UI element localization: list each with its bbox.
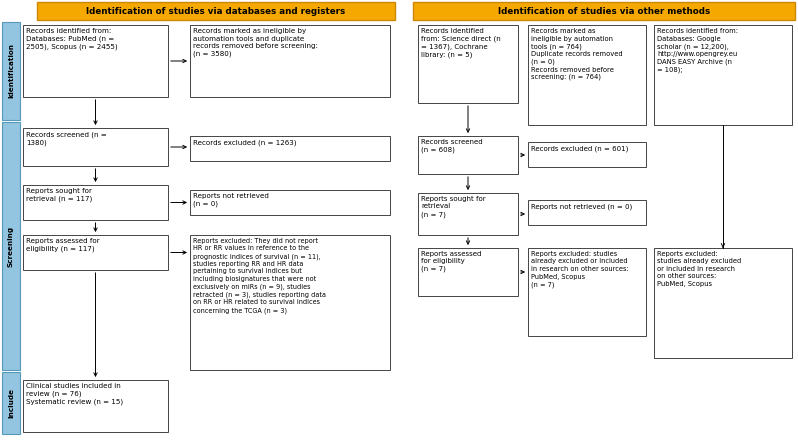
Text: Records identified from:
Databases: PubMed (n =
2505), Scopus (n = 2455): Records identified from: Databases: PubM… (26, 28, 117, 50)
FancyBboxPatch shape (418, 193, 518, 235)
FancyBboxPatch shape (2, 122, 20, 370)
FancyBboxPatch shape (23, 380, 168, 432)
FancyBboxPatch shape (418, 248, 518, 296)
Text: Records excluded (n = 601): Records excluded (n = 601) (531, 145, 628, 152)
FancyBboxPatch shape (528, 200, 646, 225)
FancyBboxPatch shape (528, 248, 646, 336)
Text: Include: Include (8, 388, 14, 418)
FancyBboxPatch shape (528, 25, 646, 125)
FancyBboxPatch shape (23, 128, 168, 166)
Text: Screening: Screening (8, 225, 14, 267)
Text: Records marked as
ineligible by automation
tools (n = 764)
Duplicate records rem: Records marked as ineligible by automati… (531, 28, 622, 80)
Text: Clinical studies included in
review (n = 76)
Systematic review (n = 15): Clinical studies included in review (n =… (26, 383, 123, 405)
Text: Reports excluded:
studies already excluded
or included in research
on other sour: Reports excluded: studies already exclud… (657, 251, 741, 287)
FancyBboxPatch shape (23, 25, 168, 97)
FancyBboxPatch shape (190, 190, 390, 215)
Text: Reports sought for
retrieval (n = 117): Reports sought for retrieval (n = 117) (26, 188, 93, 202)
FancyBboxPatch shape (190, 25, 390, 97)
Text: Reports sought for
retrieval
(n = 7): Reports sought for retrieval (n = 7) (421, 196, 486, 217)
Text: Reports not retrieved
(n = 0): Reports not retrieved (n = 0) (193, 193, 269, 207)
Text: Reports assessed
for eligibility
(n = 7): Reports assessed for eligibility (n = 7) (421, 251, 481, 273)
FancyBboxPatch shape (23, 235, 168, 270)
FancyBboxPatch shape (413, 2, 795, 20)
FancyBboxPatch shape (23, 185, 168, 220)
Text: Records screened
(n = 608): Records screened (n = 608) (421, 139, 483, 153)
FancyBboxPatch shape (528, 142, 646, 167)
FancyBboxPatch shape (418, 136, 518, 174)
FancyBboxPatch shape (2, 22, 20, 120)
FancyBboxPatch shape (418, 25, 518, 103)
Text: Records identified from:
Databases: Google
scholar (n = 12,200),
http://www.open: Records identified from: Databases: Goog… (657, 28, 738, 73)
FancyBboxPatch shape (190, 235, 390, 370)
FancyBboxPatch shape (654, 248, 792, 358)
Text: Reports excluded: They did not report
HR or RR values in reference to the
progno: Reports excluded: They did not report HR… (193, 238, 326, 313)
Text: Reports assessed for
eligibility (n = 117): Reports assessed for eligibility (n = 11… (26, 238, 100, 252)
Text: Identification: Identification (8, 43, 14, 99)
Text: Identification of studies via databases and registers: Identification of studies via databases … (86, 7, 346, 15)
Text: Records screened (n =
1380): Records screened (n = 1380) (26, 131, 107, 145)
FancyBboxPatch shape (654, 25, 792, 125)
FancyBboxPatch shape (2, 372, 20, 434)
FancyBboxPatch shape (37, 2, 395, 20)
Text: Records excluded (n = 1263): Records excluded (n = 1263) (193, 139, 297, 145)
Text: Reports not retrieved (n = 0): Reports not retrieved (n = 0) (531, 203, 632, 210)
Text: Records identified
from: Science direct (n
= 1367), Cochrane
library: (n = 5): Records identified from: Science direct … (421, 28, 501, 58)
Text: Reports excluded: studies
already excluded or included
in research on other sour: Reports excluded: studies already exclud… (531, 251, 629, 287)
Text: Records marked as ineligible by
automation tools and duplicate
records removed b: Records marked as ineligible by automati… (193, 28, 318, 57)
FancyBboxPatch shape (190, 136, 390, 161)
Text: Identification of studies via other methods: Identification of studies via other meth… (498, 7, 710, 15)
